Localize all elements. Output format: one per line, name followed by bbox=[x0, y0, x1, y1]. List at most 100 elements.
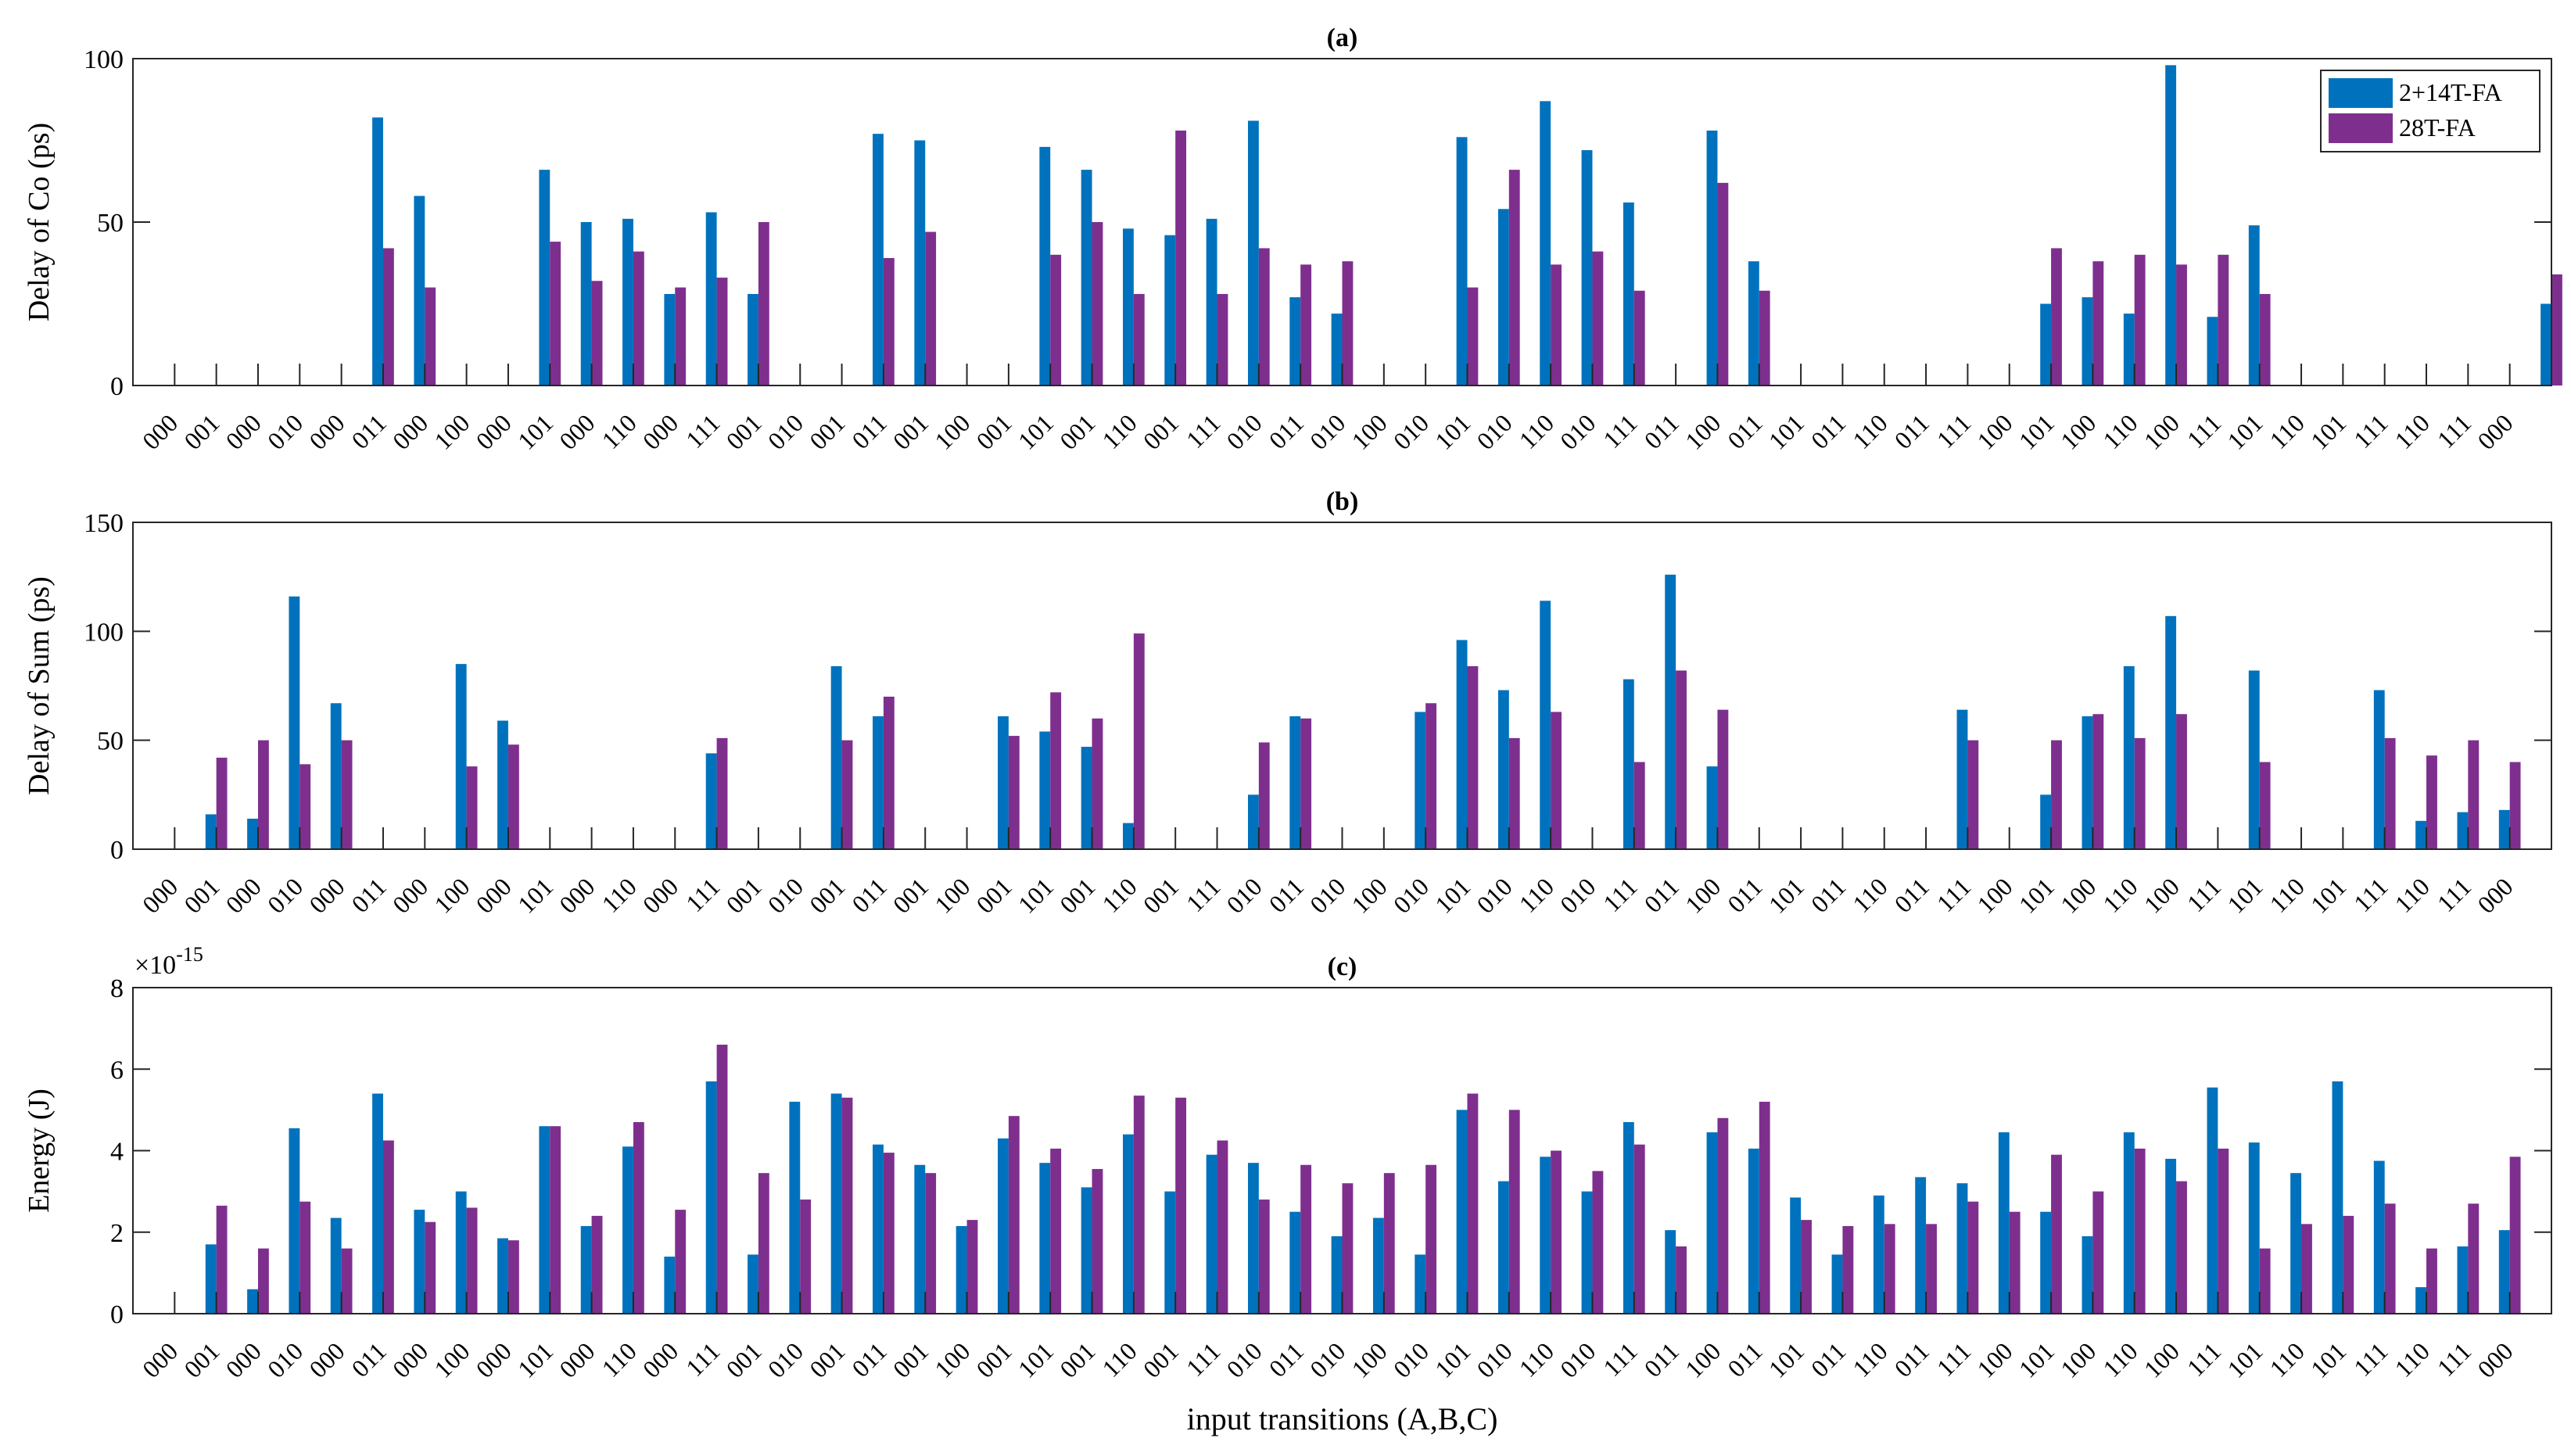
x-tick-label: 001 bbox=[887, 408, 934, 454]
bar-fa14t-37 bbox=[1706, 1132, 1718, 1314]
x-tick-label: 011 bbox=[346, 1336, 392, 1382]
bar-fa28t-1 bbox=[216, 757, 228, 849]
x-tick-label: 111 bbox=[1597, 1336, 1643, 1382]
bar-fa28t-27 bbox=[1300, 1164, 1312, 1314]
panel-c: 0246800000100001000001100010000010100011… bbox=[23, 943, 2552, 1436]
bar-fa28t-36 bbox=[1676, 1246, 1687, 1314]
x-tick-label: 100 bbox=[2139, 872, 2185, 918]
bar-fa28t-46 bbox=[2092, 714, 2104, 849]
x-tick-label: 110 bbox=[2389, 872, 2435, 918]
x-tick-label: 000 bbox=[221, 872, 267, 918]
x-tick-label: 001 bbox=[970, 408, 1017, 454]
bar-fa28t-17 bbox=[883, 257, 895, 386]
bar-fa28t-35 bbox=[1633, 762, 1645, 849]
bar-fa28t-53 bbox=[2384, 1203, 2396, 1314]
x-tick-label: 010 bbox=[1471, 1336, 1517, 1382]
bar-fa28t-5 bbox=[382, 248, 394, 386]
x-tick-label: 111 bbox=[680, 1336, 726, 1382]
x-tick-label: 000 bbox=[387, 408, 433, 454]
x-tick-label: 010 bbox=[1221, 408, 1267, 454]
x-tick-label: 110 bbox=[2264, 1336, 2310, 1382]
x-tick-label: 011 bbox=[1639, 408, 1685, 454]
x-tick-label: 100 bbox=[428, 872, 475, 918]
y-tick-label: 2 bbox=[110, 1219, 124, 1248]
bar-fa14t-23 bbox=[1123, 228, 1134, 386]
bar-fa14t-22 bbox=[1081, 1187, 1092, 1314]
bar-fa28t-43 bbox=[1967, 740, 1979, 849]
bar-fa28t-23 bbox=[1133, 293, 1145, 386]
bar-fa14t-22 bbox=[1081, 170, 1092, 386]
x-tick-label: 000 bbox=[387, 1336, 433, 1382]
bar-fa28t-11 bbox=[633, 1122, 644, 1314]
legend-label-1: 28T-FA bbox=[2399, 113, 2476, 142]
bar-fa28t-55 bbox=[2468, 740, 2480, 849]
legend-label-0: 2+14T-FA bbox=[2399, 78, 2502, 106]
bar-fa14t-27 bbox=[1289, 716, 1301, 849]
bar-fa14t-44 bbox=[1998, 1132, 2010, 1314]
x-tick-label: 001 bbox=[178, 408, 224, 454]
bar-fa28t-55 bbox=[2468, 1203, 2480, 1314]
bar-fa14t-7 bbox=[455, 1191, 467, 1314]
x-tick-label: 010 bbox=[262, 1336, 308, 1382]
bar-fa14t-13 bbox=[705, 753, 717, 849]
bar-fa14t-33 bbox=[1540, 101, 1551, 386]
y-axis-label: Delay of Sum (ps) bbox=[23, 576, 56, 795]
x-axis-label: input transitions (A,B,C) bbox=[1187, 1401, 1498, 1436]
panel-title: (b) bbox=[1326, 487, 1359, 516]
bar-fa14t-36 bbox=[1665, 1230, 1676, 1314]
bar-fa28t-20 bbox=[1008, 736, 1020, 849]
bar-fa14t-41 bbox=[1873, 1195, 1884, 1314]
x-tick-label: 111 bbox=[2182, 1336, 2227, 1382]
bar-fa28t-34 bbox=[1592, 1171, 1604, 1314]
bar-fa28t-8 bbox=[507, 744, 519, 849]
bar-fa28t-28 bbox=[1342, 261, 1354, 386]
panel-b: 0501001500000010000100000110001000001010… bbox=[23, 487, 2552, 919]
x-tick-label: 001 bbox=[1054, 1336, 1100, 1382]
y-tick-label: 8 bbox=[110, 974, 124, 1003]
x-tick-label: 010 bbox=[1554, 408, 1601, 454]
bar-fa28t-51 bbox=[2301, 1224, 2312, 1314]
x-tick-label: 101 bbox=[1429, 408, 1476, 454]
x-tick-label: 000 bbox=[554, 1336, 600, 1382]
bar-fa28t-50 bbox=[2259, 762, 2271, 849]
bar-fa28t-52 bbox=[2343, 1215, 2354, 1314]
x-tick-label: 000 bbox=[303, 408, 350, 454]
x-tick-label: 000 bbox=[221, 408, 267, 454]
x-tick-label: 000 bbox=[637, 1336, 683, 1382]
y-tick-label: 6 bbox=[110, 1056, 124, 1085]
x-tick-label: 001 bbox=[720, 872, 766, 918]
bar-fa14t-51 bbox=[2290, 1173, 2302, 1314]
bar-fa14t-4 bbox=[330, 703, 342, 849]
y-tick-label: 50 bbox=[97, 209, 124, 238]
x-tick-label: 010 bbox=[1471, 408, 1517, 454]
x-tick-label: 010 bbox=[1554, 872, 1601, 918]
bar-fa28t-37 bbox=[1717, 709, 1729, 849]
bar-fa14t-2 bbox=[247, 1289, 258, 1314]
x-tick-label: 000 bbox=[471, 1336, 517, 1382]
bar-fa14t-3 bbox=[289, 1128, 300, 1314]
bar-fa28t-7 bbox=[466, 766, 478, 849]
bar-fa14t-46 bbox=[2082, 1235, 2093, 1314]
x-tick-label: 110 bbox=[2389, 1336, 2435, 1382]
bar-fa14t-24 bbox=[1164, 235, 1176, 386]
bar-fa28t-16 bbox=[841, 1097, 853, 1314]
bar-fa14t-32 bbox=[1497, 1181, 1509, 1314]
x-tick-label: 010 bbox=[262, 408, 308, 454]
bar-fa28t-22 bbox=[1092, 718, 1103, 849]
x-tick-label: 000 bbox=[554, 872, 600, 918]
bar-fa14t-39 bbox=[1790, 1197, 1802, 1314]
bar-fa28t-10 bbox=[591, 1215, 603, 1314]
bar-fa28t-38 bbox=[1759, 1101, 1770, 1314]
bar-fa28t-5 bbox=[382, 1140, 394, 1314]
x-tick-label: 100 bbox=[2055, 408, 2101, 454]
bar-fa14t-37 bbox=[1706, 130, 1718, 386]
bar-fa28t-37 bbox=[1717, 182, 1729, 386]
bar-fa14t-5 bbox=[372, 117, 383, 386]
bar-fa28t-54 bbox=[2426, 1248, 2437, 1314]
bar-fa28t-22 bbox=[1092, 222, 1103, 386]
bar-fa28t-41 bbox=[1884, 1224, 1895, 1314]
panel-title: (a) bbox=[1327, 23, 1358, 52]
bar-fa28t-50 bbox=[2259, 293, 2271, 386]
x-tick-label: 001 bbox=[887, 1336, 934, 1382]
bar-fa28t-47 bbox=[2134, 737, 2146, 849]
